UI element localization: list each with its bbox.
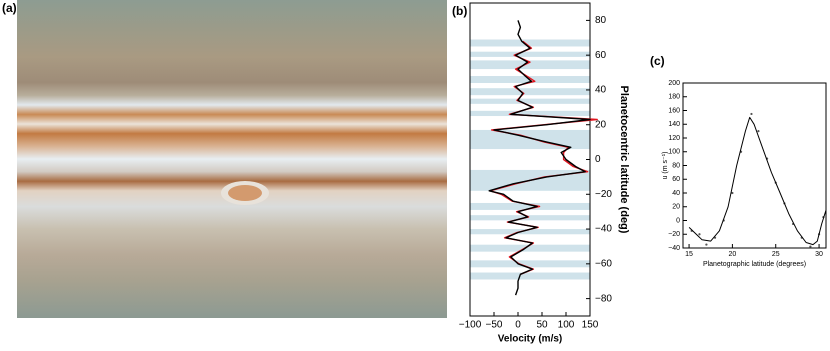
y-tick-label: 60 [672, 176, 680, 183]
band [470, 110, 590, 117]
band [470, 260, 590, 268]
y-tick-label: 200 [668, 80, 680, 87]
line-series [488, 20, 591, 296]
data-point [698, 233, 701, 236]
x-tick-label: 0 [515, 320, 521, 331]
y-tick-label: 180 [668, 94, 680, 101]
y-tick-label: −60 [595, 258, 612, 269]
y-tick-label: −80 [595, 293, 612, 304]
x-tick-label: 100 [558, 320, 575, 331]
x-tick-label: 50 [536, 320, 548, 331]
band [470, 202, 590, 210]
data-point [705, 243, 708, 246]
data-point [750, 112, 753, 116]
y-tick-label: 0 [676, 217, 680, 224]
data-point [757, 130, 760, 133]
band [470, 39, 590, 47]
line-series [688, 116, 827, 246]
y-tick-label: 100 [668, 149, 680, 156]
data-point [731, 191, 734, 195]
panel-label: (c) [650, 54, 665, 68]
band [470, 88, 590, 96]
y-tick-label: 40 [672, 190, 680, 197]
data-point [809, 245, 812, 248]
y-axis-label: Planetocentric latitude (deg) [618, 86, 630, 234]
y-tick-label: −40 [595, 224, 612, 235]
x-tick-label: 25 [772, 251, 780, 258]
y-tick-label: 60 [595, 50, 607, 61]
y-axis-label: u (m s⁻¹) [662, 152, 669, 180]
band [470, 229, 590, 235]
x-tick-label: 20 [729, 251, 737, 258]
y-tick-label: 20 [595, 119, 607, 130]
y-tick-label: −20 [668, 231, 680, 238]
y-tick-label: 20 [672, 204, 680, 211]
band [470, 51, 590, 57]
y-tick-label: 140 [668, 121, 680, 128]
y-tick-label: 80 [595, 15, 607, 26]
plot-frame [682, 82, 827, 249]
band [470, 215, 590, 221]
y-tick-label: 0 [595, 154, 601, 165]
band [470, 60, 590, 70]
band [470, 129, 590, 150]
band [470, 98, 590, 104]
band [470, 272, 590, 280]
x-axis-label: Velocity (m/s) [498, 334, 562, 345]
y-tick-label: 40 [595, 85, 607, 96]
x-tick-label: −100 [459, 320, 482, 331]
y-tick-label: 80 [672, 162, 680, 169]
x-axis-label: Planetographic latitude (degrees) [703, 261, 806, 268]
panel-label: (a) [2, 1, 17, 15]
y-tick-label: −40 [668, 245, 680, 252]
x-tick-label: 30 [815, 251, 823, 258]
x-tick-label: −50 [486, 320, 503, 331]
panel-label: (b) [452, 4, 467, 18]
x-tick-label: 15 [685, 251, 693, 258]
y-tick-label: −20 [595, 189, 612, 200]
y-tick-label: 160 [668, 107, 680, 114]
y-tick-label: 120 [668, 135, 680, 142]
plot-frame [469, 2, 591, 317]
jupiter-image [17, 0, 447, 318]
band [470, 244, 590, 252]
x-tick-label: 150 [582, 320, 599, 331]
